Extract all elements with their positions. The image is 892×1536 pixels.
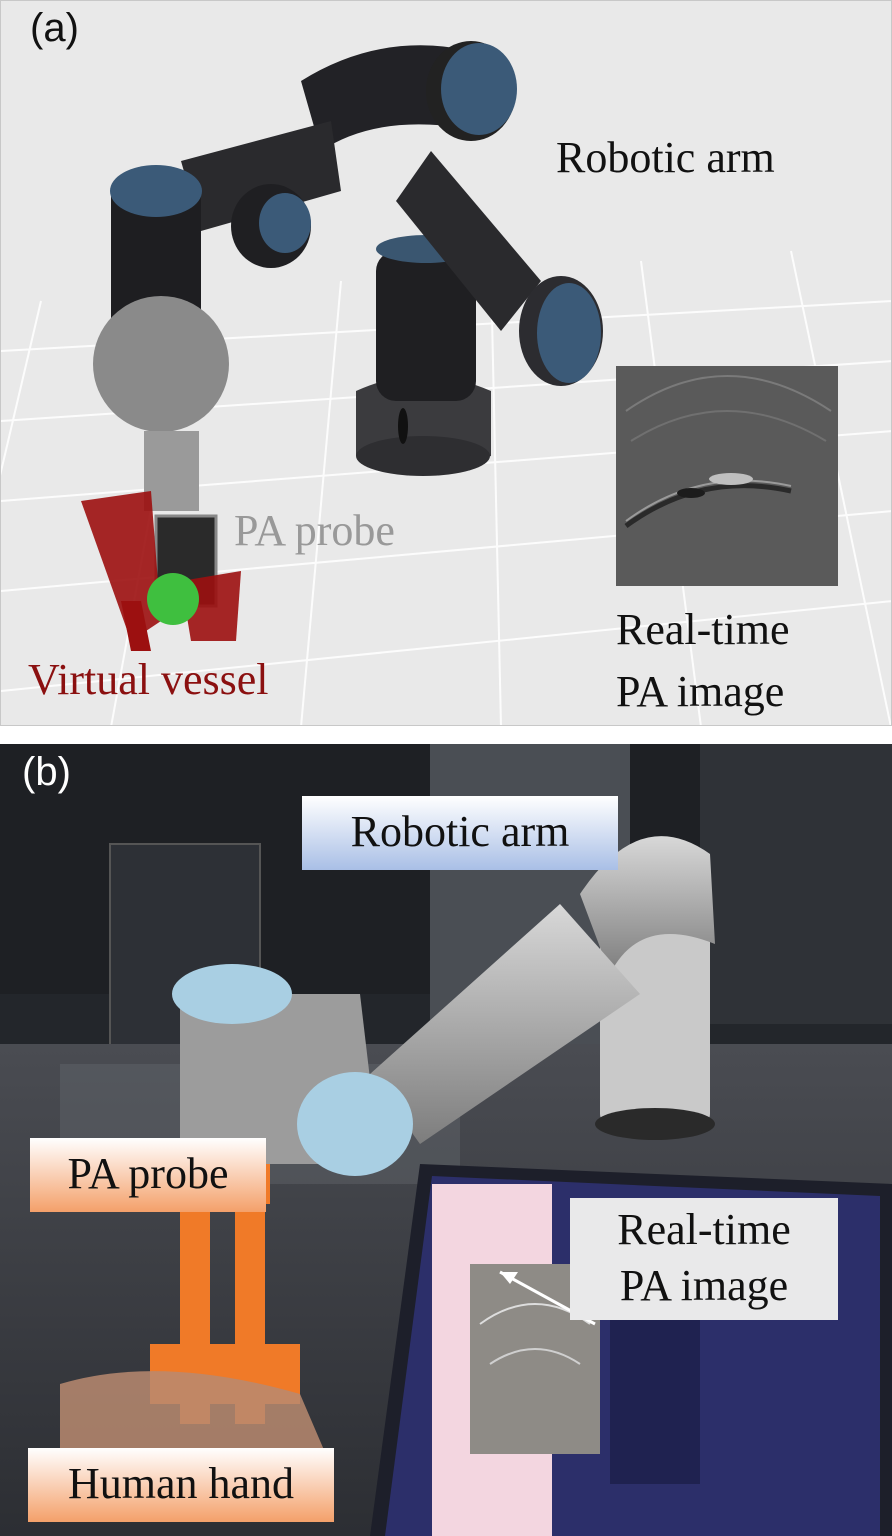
robotic-arm-callout: Robotic arm	[302, 796, 618, 870]
realtime-callout-line1: Real-time	[617, 1205, 791, 1254]
virtual-vessel	[81, 491, 241, 651]
target-sphere	[147, 573, 199, 625]
realtime-pa-image-callout: Real-time PA image	[570, 1198, 838, 1320]
human-hand-callout: Human hand	[28, 1448, 334, 1522]
realtime-caption-line1: Real-time	[616, 605, 790, 654]
pa-probe-callout: PA probe	[30, 1138, 266, 1212]
robot-elbow	[580, 836, 715, 974]
virtual-vessel-caption: Virtual vessel	[28, 655, 269, 704]
wrist-sphere	[93, 296, 229, 432]
panel-b-label: (b)	[22, 750, 71, 794]
robot-upper-arm	[301, 41, 603, 386]
robot-forearm	[110, 121, 341, 341]
simulation-scene	[1, 41, 891, 725]
realtime-callout-line2: PA image	[619, 1261, 789, 1310]
robot-forearm-photo	[370, 904, 640, 1144]
pa-image-inset	[616, 366, 838, 586]
robotic-arm-caption: Robotic arm	[556, 133, 775, 182]
panel-a-label: (a)	[30, 6, 79, 50]
pa-probe-caption: PA probe	[234, 506, 395, 555]
human-hand-shape	[60, 1371, 330, 1464]
realtime-caption-line2: PA image	[616, 667, 785, 716]
panel-a-simulation	[0, 0, 892, 726]
